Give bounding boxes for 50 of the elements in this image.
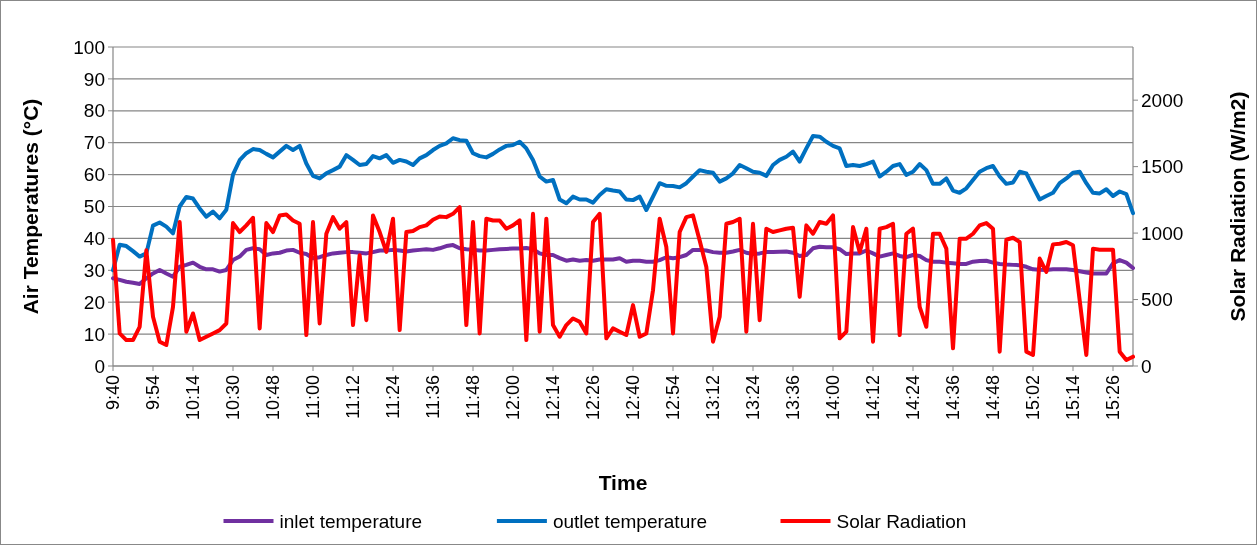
y2-axis-title: Solar Radiation (W/m2) <box>1226 91 1249 322</box>
x-tick-label: 11:36 <box>423 375 444 419</box>
y2-tick-label: 2000 <box>1141 89 1184 111</box>
x-tick-label: 15:26 <box>1103 375 1124 421</box>
x-tick-label: 10:14 <box>183 375 204 421</box>
x-tick-label: 11:00 <box>303 375 324 419</box>
y-tick-label: 70 <box>83 132 105 154</box>
y-tick-label: 50 <box>83 196 105 218</box>
legend-label: Solar Radiation <box>836 510 967 532</box>
line-series <box>111 205 1135 363</box>
y-tick-label: 0 <box>94 355 105 377</box>
x-tick-label: 10:48 <box>263 375 284 421</box>
x-tick-label: 12:14 <box>543 375 564 421</box>
x-axis-title: Time <box>598 471 648 494</box>
x-tick-label: 12:00 <box>503 375 524 421</box>
y2-tick-label: 1500 <box>1141 156 1184 178</box>
y-tick-label: 10 <box>83 323 105 345</box>
x-tick-label: 15:14 <box>1063 375 1084 421</box>
x-tick-label: 12:54 <box>663 375 684 421</box>
x-tick-label: 11:48 <box>463 375 484 419</box>
x-tick-label: 14:48 <box>983 375 1004 421</box>
x-tick-label: 11:24 <box>383 375 404 419</box>
y-tick-label: 30 <box>83 259 105 281</box>
line-series <box>111 134 1135 273</box>
y-tick-label: 80 <box>83 100 105 122</box>
x-tick-label: 9:40 <box>103 375 124 411</box>
x-tick-label: 14:36 <box>943 375 964 421</box>
x-tick-label: 12:26 <box>583 375 604 421</box>
y-axis-title: Air Temperatures (°C) <box>19 98 42 315</box>
x-tick-label: 13:36 <box>783 375 804 421</box>
legend-label: outlet temperature <box>552 510 708 532</box>
y2-tick-label: 0 <box>1141 355 1152 377</box>
y-tick-label: 60 <box>83 164 105 186</box>
x-tick-label: 12:40 <box>623 375 644 421</box>
legend-label: inlet temperature <box>279 510 423 532</box>
y2-tick-label: 1000 <box>1141 222 1184 244</box>
y-tick-label: 20 <box>83 291 105 313</box>
y2-tick-label: 500 <box>1141 289 1173 311</box>
y-tick-label: 100 <box>73 36 105 58</box>
x-tick-label: 13:12 <box>703 375 724 421</box>
y-tick-label: 40 <box>83 228 105 250</box>
x-tick-label: 14:00 <box>823 375 844 421</box>
x-tick-label: 14:12 <box>863 375 884 421</box>
x-tick-label: 9:54 <box>143 375 164 411</box>
x-tick-label: 15:02 <box>1023 375 1044 421</box>
x-tick-label: 11:12 <box>343 375 364 419</box>
y-tick-label: 90 <box>83 68 105 90</box>
x-tick-label: 14:24 <box>903 375 924 421</box>
x-tick-label: 13:24 <box>743 375 764 421</box>
x-tick-label: 10:30 <box>223 375 244 421</box>
